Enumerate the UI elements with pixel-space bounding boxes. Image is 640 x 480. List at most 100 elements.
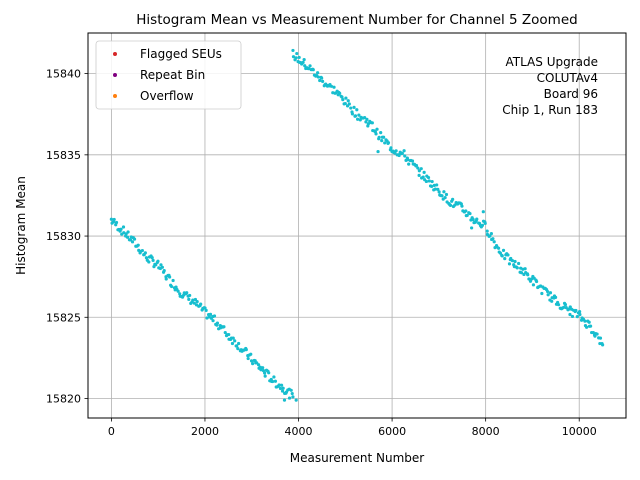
data-point <box>500 254 504 258</box>
data-point <box>595 332 599 336</box>
data-point <box>510 259 514 263</box>
data-point <box>235 344 239 348</box>
annotation-line: Board 96 <box>544 87 598 101</box>
data-point <box>130 240 135 244</box>
legend-marker <box>113 94 117 98</box>
data-point <box>332 85 336 89</box>
data-point <box>563 303 568 307</box>
data-point <box>513 259 517 264</box>
x-tick-label: 6000 <box>378 425 406 438</box>
data-point <box>601 343 605 347</box>
data-point <box>471 217 475 222</box>
data-point <box>147 260 151 264</box>
data-point <box>237 341 241 346</box>
data-point <box>460 204 464 208</box>
data-point <box>278 386 283 391</box>
data-point <box>112 217 116 222</box>
data-point <box>320 76 324 80</box>
data-point <box>281 386 285 390</box>
annotation-line: Chip 1, Run 183 <box>502 103 598 117</box>
data-point <box>302 58 306 62</box>
data-point <box>290 391 294 396</box>
data-point <box>352 105 356 109</box>
data-point <box>435 183 439 187</box>
data-point <box>550 299 554 303</box>
data-point <box>279 383 284 387</box>
data-point <box>308 64 312 68</box>
data-point <box>199 302 203 306</box>
legend-box <box>95 40 242 110</box>
legend: Flagged SEUs Repeat Bin Overflow <box>95 40 242 110</box>
x-tick-label: 8000 <box>472 425 500 438</box>
y-tick-label: 15835 <box>46 149 81 162</box>
data-point <box>301 60 305 65</box>
data-point <box>263 371 267 375</box>
data-point <box>357 113 361 117</box>
data-point <box>442 190 446 194</box>
data-point <box>489 232 493 236</box>
data-point <box>419 167 423 171</box>
data-point <box>291 48 295 53</box>
x-tick-label: 4000 <box>285 425 313 438</box>
data-point <box>448 203 453 207</box>
data-point <box>267 371 271 375</box>
legend-label: Flagged SEUs <box>140 47 222 61</box>
data-point <box>363 116 367 120</box>
data-point <box>527 277 531 281</box>
chart-title: Histogram Mean vs Measurement Number for… <box>136 12 577 28</box>
data-point <box>374 132 378 136</box>
data-point <box>223 330 227 335</box>
data-point <box>556 303 561 307</box>
data-point <box>562 305 566 309</box>
data-point <box>159 263 163 267</box>
data-point <box>417 173 421 177</box>
data-point <box>132 237 137 241</box>
plot-frame <box>87 32 627 419</box>
data-point <box>483 221 487 225</box>
data-point <box>230 341 235 346</box>
data-point <box>591 330 595 335</box>
data-point <box>379 131 383 135</box>
data-point <box>154 263 158 267</box>
data-point <box>470 226 474 230</box>
data-point <box>236 347 240 351</box>
data-point <box>430 184 434 188</box>
data-point <box>150 256 154 260</box>
data-point <box>164 277 168 281</box>
data-point <box>195 300 199 304</box>
data-point <box>251 362 255 366</box>
data-point <box>492 240 496 244</box>
data-point <box>321 79 325 84</box>
data-point <box>353 114 358 118</box>
data-point <box>222 325 226 329</box>
data-point <box>178 292 182 296</box>
data-point <box>246 356 250 361</box>
data-point <box>574 308 578 313</box>
data-point <box>143 251 147 255</box>
data-point <box>136 243 140 247</box>
data-point <box>187 297 191 301</box>
data-point <box>170 284 174 289</box>
data-point <box>318 78 322 83</box>
data-point <box>386 141 391 145</box>
data-point <box>208 312 213 316</box>
data-point <box>350 112 354 116</box>
x-tick-label: 0 <box>108 425 115 438</box>
data-point <box>176 289 180 293</box>
data-point <box>122 231 126 235</box>
legend-marker <box>113 52 117 56</box>
data-point <box>355 108 359 112</box>
data-point <box>277 383 281 387</box>
data-point <box>244 348 248 352</box>
data-point <box>346 99 350 103</box>
data-point <box>397 153 401 158</box>
data-point <box>564 305 568 310</box>
data-point <box>534 279 539 284</box>
data-point <box>389 146 393 150</box>
data-point <box>151 258 155 262</box>
data-point <box>453 203 457 207</box>
data-point <box>188 293 192 298</box>
data-point <box>144 256 149 260</box>
data-point <box>436 187 440 191</box>
data-point <box>185 291 189 295</box>
